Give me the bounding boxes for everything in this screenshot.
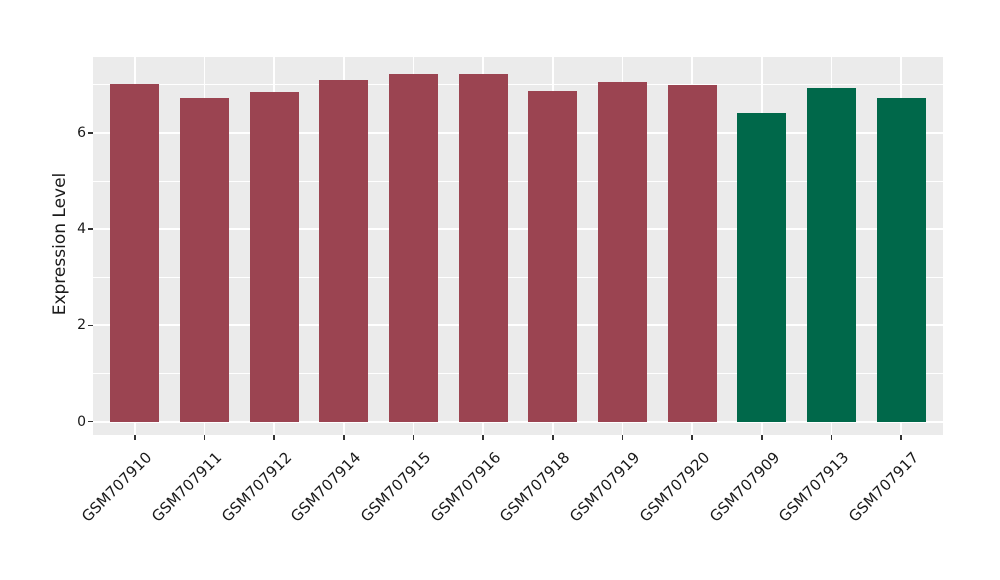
x-tick-mark-GSM707909 [761,435,763,440]
x-tick-mark-GSM707912 [273,435,275,440]
gridline-y-major-0 [93,420,943,423]
y-tick-label-2: 2 [77,317,86,334]
bar-GSM707915 [389,74,438,422]
gridline-y-minor-1 [93,372,943,374]
x-tick-mark-GSM707918 [552,435,554,440]
y-tick-label-0: 0 [77,413,86,430]
x-tick-label-GSM707909: GSM707909 [705,448,783,526]
x-tick-mark-GSM707913 [830,435,833,440]
gridline-y-major-4 [93,228,943,231]
x-tick-label-GSM707910: GSM707910 [78,448,156,526]
y-tick-label-6: 6 [77,124,86,141]
x-tick-label-GSM707914: GSM707914 [287,448,365,526]
bar-GSM707918 [528,91,578,422]
bar-GSM707920 [667,84,717,422]
bar-GSM707919 [598,82,647,422]
x-tick-mark-GSM707917 [900,435,902,440]
x-tick-label-GSM707919: GSM707919 [566,448,644,526]
bar-GSM707916 [458,74,508,422]
x-tick-label-GSM707916: GSM707916 [426,448,505,526]
y-tick-label-4: 4 [77,221,86,238]
bar-GSM707911 [180,98,229,422]
x-tick-label-GSM707911: GSM707911 [148,448,226,526]
bar-GSM707917 [876,98,926,422]
y-axis-title: Expression Level [50,172,70,316]
bar-GSM707909 [737,113,787,422]
x-tick-label-GSM707920: GSM707920 [635,448,714,526]
gridline-y-minor-3 [93,276,943,278]
y-tick-mark-2 [88,324,93,327]
x-tick-label-GSM707915: GSM707915 [357,448,435,526]
gridline-y-major-2 [93,324,943,327]
x-tick-mark-GSM707911 [203,435,206,440]
plot-panel [93,57,943,435]
y-tick-mark-0 [88,420,93,423]
x-tick-label-GSM707913: GSM707913 [775,448,853,526]
x-tick-mark-GSM707920 [691,435,693,440]
x-tick-mark-GSM707910 [134,435,136,440]
gridline-y-major-6 [93,131,943,134]
bar-GSM707914 [319,80,369,422]
x-tick-label-GSM707912: GSM707912 [217,448,296,526]
x-tick-label-GSM707917: GSM707917 [844,448,923,526]
gridline-y-minor-5 [93,180,943,182]
bar-GSM707912 [249,92,299,422]
x-tick-mark-GSM707915 [412,435,415,440]
y-tick-mark-6 [88,132,93,134]
bar-GSM707913 [807,88,856,422]
x-tick-mark-GSM707916 [482,435,484,440]
y-tick-mark-4 [88,228,93,230]
gridline-y-minor-7 [93,84,943,86]
x-tick-label-GSM707918: GSM707918 [496,448,574,526]
x-tick-mark-GSM707919 [621,435,624,440]
bar-GSM707910 [110,83,160,422]
x-tick-mark-GSM707914 [343,435,345,440]
